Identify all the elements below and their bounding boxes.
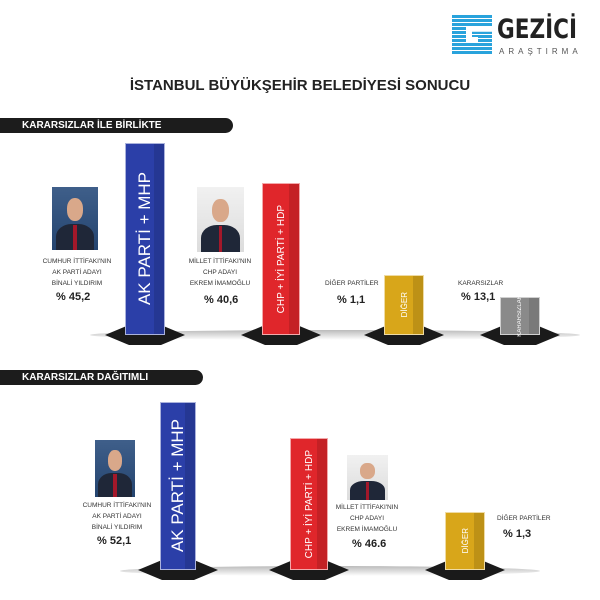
bar-label: DİĞER <box>399 292 409 318</box>
caption-line: EKREM İMAMOĞLU <box>189 280 251 287</box>
value-label: % 13,1 <box>461 291 496 303</box>
caption-line: CHP ADAYI <box>349 515 385 522</box>
bar-label: AK PARTİ + MHP <box>168 419 187 553</box>
caption-line: EKREM İMAMOĞLU <box>336 526 398 533</box>
bar-shadow <box>269 560 349 580</box>
bar-ak-parti-mhp: AK PARTİ + MHP <box>125 143 165 335</box>
caption-line: MİLLET İTTİFAKI'NIN <box>335 504 399 511</box>
logo-subtitle: ARAŞTIRMA <box>499 47 582 56</box>
bar-label: CHP + İYİ PARTİ + HDP <box>275 204 287 314</box>
candidate-photo-yildirim <box>95 440 135 497</box>
logo-name: GEZİCİ <box>497 14 578 45</box>
bar-chp-iyi-hdp: CHP + İYİ PARTİ + HDP <box>262 183 300 335</box>
caption-line: CHP ADAYI <box>202 269 238 276</box>
logo-g-icon <box>452 15 492 55</box>
section-title-2: KARARSIZLAR DAĞITIMLI <box>0 370 203 385</box>
bar-label: AK PARTİ + MHP <box>135 172 154 306</box>
value-label: % 40,6 <box>204 294 239 306</box>
bar-label: DİĞER <box>460 528 470 554</box>
bar-diger: DİĞER <box>384 275 424 335</box>
caption-kararsizlar: KARARSIZLAR <box>458 280 504 287</box>
bar-label: CHP + İYİ PARTİ + HDP <box>303 449 315 559</box>
bar-chp-iyi-hdp: CHP + İYİ PARTİ + HDP <box>290 438 328 570</box>
caption-line: AK PARTİ ADAYI <box>52 269 102 276</box>
floor <box>90 330 580 340</box>
bar-ak-parti-mhp: AK PARTİ + MHP <box>160 402 196 570</box>
bar-label: KARARSIZLAR <box>517 295 523 337</box>
bar-shadow <box>138 560 218 580</box>
caption-imamoglu: MİLLET İTTİFAKI'NIN CHP ADAYI EKREM İMAMOĞ… <box>317 502 417 535</box>
candidate-photo-yildirim <box>52 187 98 250</box>
caption-line: BİNALİ YILDIRIM <box>91 524 143 531</box>
caption-diger: DİĞER PARTİLER <box>497 515 551 522</box>
caption-yildirim: CUMHUR İTTİFAKI'NIN AK PARTİ ADAYI BİNALİ … <box>67 500 167 533</box>
section-title-1: KARARSIZLAR İLE BİRLİKTE <box>0 118 233 133</box>
caption-diger: DİĞER PARTİLER <box>325 280 379 287</box>
caption-yildirim: CUMHUR İTTİFAKI'NIN AK PARTİ ADAYI BİNALİ … <box>27 256 127 289</box>
caption-line: MİLLET İTTİFAKI'NIN <box>188 258 252 265</box>
value-label: % 45,2 <box>56 291 91 303</box>
candidate-photo-imamoglu <box>197 187 244 252</box>
value-label: % 1,3 <box>503 528 532 540</box>
caption-line: CUMHUR İTTİFAKI'NIN <box>42 258 112 265</box>
bar-shadow <box>241 325 321 345</box>
candidate-photo-imamoglu <box>347 455 388 500</box>
value-label: % 46.6 <box>352 538 387 550</box>
caption-imamoglu: MİLLET İTTİFAKI'NIN CHP ADAYI EKREM İMAMOĞ… <box>170 256 270 289</box>
caption-line: AK PARTİ ADAYI <box>92 513 142 520</box>
caption-line: BİNALİ YILDIRIM <box>51 280 103 287</box>
value-label: % 1,1 <box>337 294 366 306</box>
bar-kararsizlar: KARARSIZLAR <box>500 295 540 337</box>
page-title: İSTANBUL BÜYÜKŞEHİR BELEDİYESİ SONUCU <box>129 77 471 94</box>
bar-diger: DİĞER <box>445 512 485 570</box>
value-label: % 52,1 <box>97 535 132 547</box>
caption-line: CUMHUR İTTİFAKI'NIN <box>82 502 152 509</box>
